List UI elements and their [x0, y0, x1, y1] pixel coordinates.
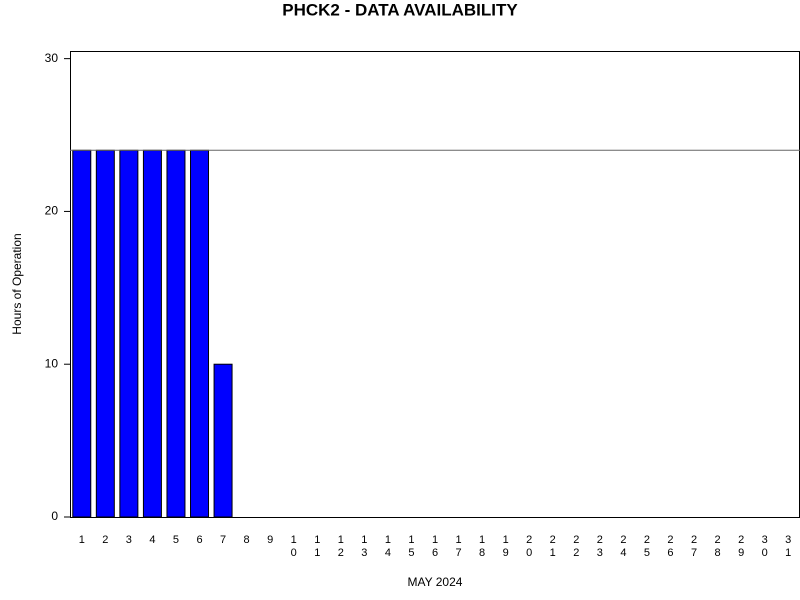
x-tick-label: 25 [641, 534, 653, 560]
x-tick-label: 7 [217, 534, 229, 547]
bar [72, 149, 92, 518]
x-tick-label: 6 [194, 534, 206, 547]
x-tick-label: 26 [664, 534, 676, 560]
x-tick-label: 3 [123, 534, 135, 547]
bar [213, 363, 233, 518]
y-tick-label: 10 [45, 356, 59, 370]
x-tick-label: 13 [358, 534, 370, 560]
x-tick-label: 18 [476, 534, 488, 560]
x-tick-label: 4 [146, 534, 158, 547]
x-tick-label: 2 [99, 534, 111, 547]
x-tick-label: 14 [382, 534, 394, 560]
y-axis-label: Hours of Operation [10, 233, 24, 334]
x-tick-label: 27 [688, 534, 700, 560]
y-tick-label: 20 [45, 204, 59, 218]
x-tick-label: 30 [759, 534, 771, 560]
bar [166, 149, 186, 518]
x-tick-label: 9 [264, 534, 276, 547]
x-tick-label: 17 [453, 534, 465, 560]
y-tick-label: 0 [51, 509, 58, 523]
x-tick-label: 22 [570, 534, 582, 560]
bar [142, 149, 162, 518]
bar [119, 149, 139, 518]
x-tick-label: 1 [76, 534, 88, 547]
x-tick-label: 10 [288, 534, 300, 560]
y-tick-label: 30 [45, 51, 59, 65]
x-tick-label: 28 [712, 534, 724, 560]
x-tick-label: 8 [241, 534, 253, 547]
bar [190, 149, 210, 518]
x-tick-label: 23 [594, 534, 606, 560]
x-tick-label: 12 [335, 534, 347, 560]
x-tick-label: 16 [429, 534, 441, 560]
bar [95, 149, 115, 518]
x-axis-label: MAY 2024 [408, 575, 463, 589]
x-tick-label: 11 [311, 534, 323, 560]
x-tick-label: 15 [405, 534, 417, 560]
x-tick-label: 29 [735, 534, 747, 560]
x-tick-label: 21 [547, 534, 559, 560]
x-tick-label: 24 [617, 534, 629, 560]
x-tick-label: 20 [523, 534, 535, 560]
x-tick-label: 31 [782, 534, 794, 560]
x-tick-label: 5 [170, 534, 182, 547]
chart-title: PHCK2 - DATA AVAILABILITY [282, 0, 518, 19]
x-tick-label: 19 [500, 534, 512, 560]
